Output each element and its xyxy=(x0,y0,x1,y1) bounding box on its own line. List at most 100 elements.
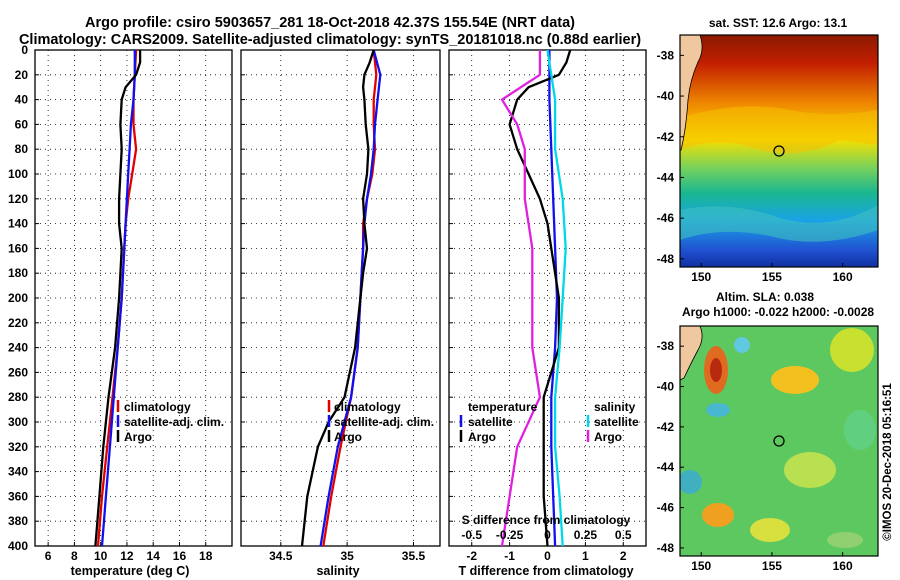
depth-tick-label: 240 xyxy=(8,341,28,355)
sla-feature xyxy=(830,328,874,372)
temperature-legend: climatology satellite-adj. clim. Argo xyxy=(116,400,224,444)
difference-xlabel: T difference from climatology xyxy=(458,564,633,578)
depth-tick-label: 340 xyxy=(8,465,28,479)
series-line-temperature-argo xyxy=(508,49,572,547)
depth-axis: 0 20 40 60 80 100 120 140 160 180 200 220 240 260 280 3… xyxy=(8,43,28,553)
temperature-xlabel: temperature (deg C) xyxy=(71,564,190,578)
argo-position-marker xyxy=(773,435,785,447)
salinity-panel: 34.5 35 35.5 xyxy=(241,49,440,563)
x-tick-label: 10 xyxy=(94,549,108,563)
legend-argo: Argo xyxy=(124,430,152,444)
depth-tick-label: 120 xyxy=(8,192,28,206)
s-tick-label: 0 xyxy=(544,528,551,542)
x-tick-label: 14 xyxy=(147,549,161,563)
s-difference-label: S difference from climatology xyxy=(462,513,631,527)
depth-tick-label: 380 xyxy=(8,514,28,528)
map-y-tick-label: -42 xyxy=(657,420,675,434)
legend-t-satellite: satellite xyxy=(468,415,513,429)
difference-legend: temperature satellite Argo salinity sate… xyxy=(459,400,639,444)
map-x-tick-label: 155 xyxy=(762,559,782,573)
sla-feature xyxy=(710,358,722,382)
argo-position-marker xyxy=(773,145,785,157)
sla-map-title-2: Argo h1000: -0.022 h2000: -0.0028 xyxy=(682,305,874,319)
x-tick-label: 18 xyxy=(199,549,213,563)
map-y-tick-label: -46 xyxy=(657,501,675,515)
sla-feature xyxy=(702,503,734,527)
sla-map-frame xyxy=(679,325,879,557)
depth-tick-label: 60 xyxy=(15,117,29,131)
sla-map xyxy=(680,326,878,556)
map-x-tick-label: 155 xyxy=(762,270,782,284)
map-y-tick-label: -44 xyxy=(657,460,675,474)
sst-map-frame xyxy=(679,34,879,268)
x-tick-label: 6 xyxy=(45,549,52,563)
depth-tick-label: 200 xyxy=(8,291,28,305)
depth-tick-label: 0 xyxy=(21,43,28,57)
map-y-tick-label: -38 xyxy=(657,48,675,62)
series-line-salinity-satellite xyxy=(546,49,567,547)
series-line-salinity-argo xyxy=(500,50,542,547)
x-tick-label: 35.5 xyxy=(402,549,426,563)
difference-panel-frame xyxy=(448,49,647,547)
sla-feature xyxy=(844,410,876,450)
depth-tick-label: 260 xyxy=(8,365,28,379)
sst-warm-tongue xyxy=(680,106,878,154)
legend-climatology: climatology xyxy=(334,400,401,414)
salinity-legend: climatology satellite-adj. clim. Argo xyxy=(327,400,434,444)
depth-tick-label: 140 xyxy=(8,217,28,231)
map-x-tick-label: 150 xyxy=(691,270,711,284)
depth-tick-label: 220 xyxy=(8,316,28,330)
x-tick-label: 2 xyxy=(620,549,627,563)
map-x-tick-label: 160 xyxy=(833,270,853,284)
sst-map-axes: -38 -40 -42 -44 -46 -48 150 155 160 xyxy=(657,48,853,284)
legend-argo: Argo xyxy=(334,430,362,444)
x-tick-label: 35 xyxy=(340,549,354,563)
series-line-satellite-adj-clim- xyxy=(100,50,136,547)
sla-feature xyxy=(784,452,836,488)
sla-map-axes: -38 -40 -42 -44 -46 -48 150 155 160 xyxy=(657,339,853,573)
title-line-2: Climatology: CARS2009. Satellite-adjuste… xyxy=(19,32,641,48)
map-y-tick-label: -44 xyxy=(657,170,675,184)
sla-feature xyxy=(706,403,730,417)
s-tick-label: -0.25 xyxy=(496,528,524,542)
x-tick-label: -2 xyxy=(466,549,477,563)
map-y-tick-label: -46 xyxy=(657,211,675,225)
legend-climatology: climatology xyxy=(124,400,191,414)
x-tick-label: 8 xyxy=(71,549,78,563)
sla-feature xyxy=(827,532,863,548)
map-x-tick-label: 160 xyxy=(833,559,853,573)
difference-panel: -2 -1 0 1 2 -0.5 -0.25 0 0.25 0.5 xyxy=(449,49,646,563)
map-x-tick-label: 150 xyxy=(691,559,711,573)
sla-feature xyxy=(680,470,702,494)
depth-tick-label: 100 xyxy=(8,167,28,181)
salinity-xlabel: salinity xyxy=(316,564,359,578)
sla-map-title-1: Altim. SLA: 0.038 xyxy=(716,290,814,304)
series-line-argo xyxy=(300,49,375,547)
x-tick-label: 16 xyxy=(173,549,187,563)
legend-t-argo: Argo xyxy=(468,430,496,444)
map-y-tick-label: -48 xyxy=(657,541,675,555)
title-line-1: Argo profile: csiro 5903657_281 18-Oct-2… xyxy=(85,15,575,31)
x-tick-label: 34.5 xyxy=(269,549,293,563)
legend-s-satellite: satellite xyxy=(594,415,639,429)
s-tick-label: 0.25 xyxy=(574,528,598,542)
salinity-panel-frame xyxy=(240,49,441,547)
legend-s-argo: Argo xyxy=(594,430,622,444)
depth-tick-label: 400 xyxy=(8,539,28,553)
depth-tick-label: 360 xyxy=(8,489,28,503)
map-y-tick-label: -42 xyxy=(657,130,675,144)
depth-tick-label: 280 xyxy=(8,390,28,404)
sst-map-title: sat. SST: 12.6 Argo: 13.1 xyxy=(709,16,848,30)
x-tick-label: 0 xyxy=(544,549,551,563)
s-tick-label: 0.5 xyxy=(615,528,632,542)
depth-tick-label: 40 xyxy=(15,93,29,107)
sla-feature xyxy=(750,518,790,542)
legend-salinity-title: salinity xyxy=(594,400,636,414)
map-y-tick-label: -38 xyxy=(657,339,675,353)
sla-coastline xyxy=(680,326,703,381)
x-tick-label: -1 xyxy=(504,549,515,563)
x-tick-label: 12 xyxy=(120,549,134,563)
imos-watermark: ©IMOS 20-Dec-2018 05:16:51 xyxy=(882,383,894,541)
depth-tick-label: 320 xyxy=(8,440,28,454)
